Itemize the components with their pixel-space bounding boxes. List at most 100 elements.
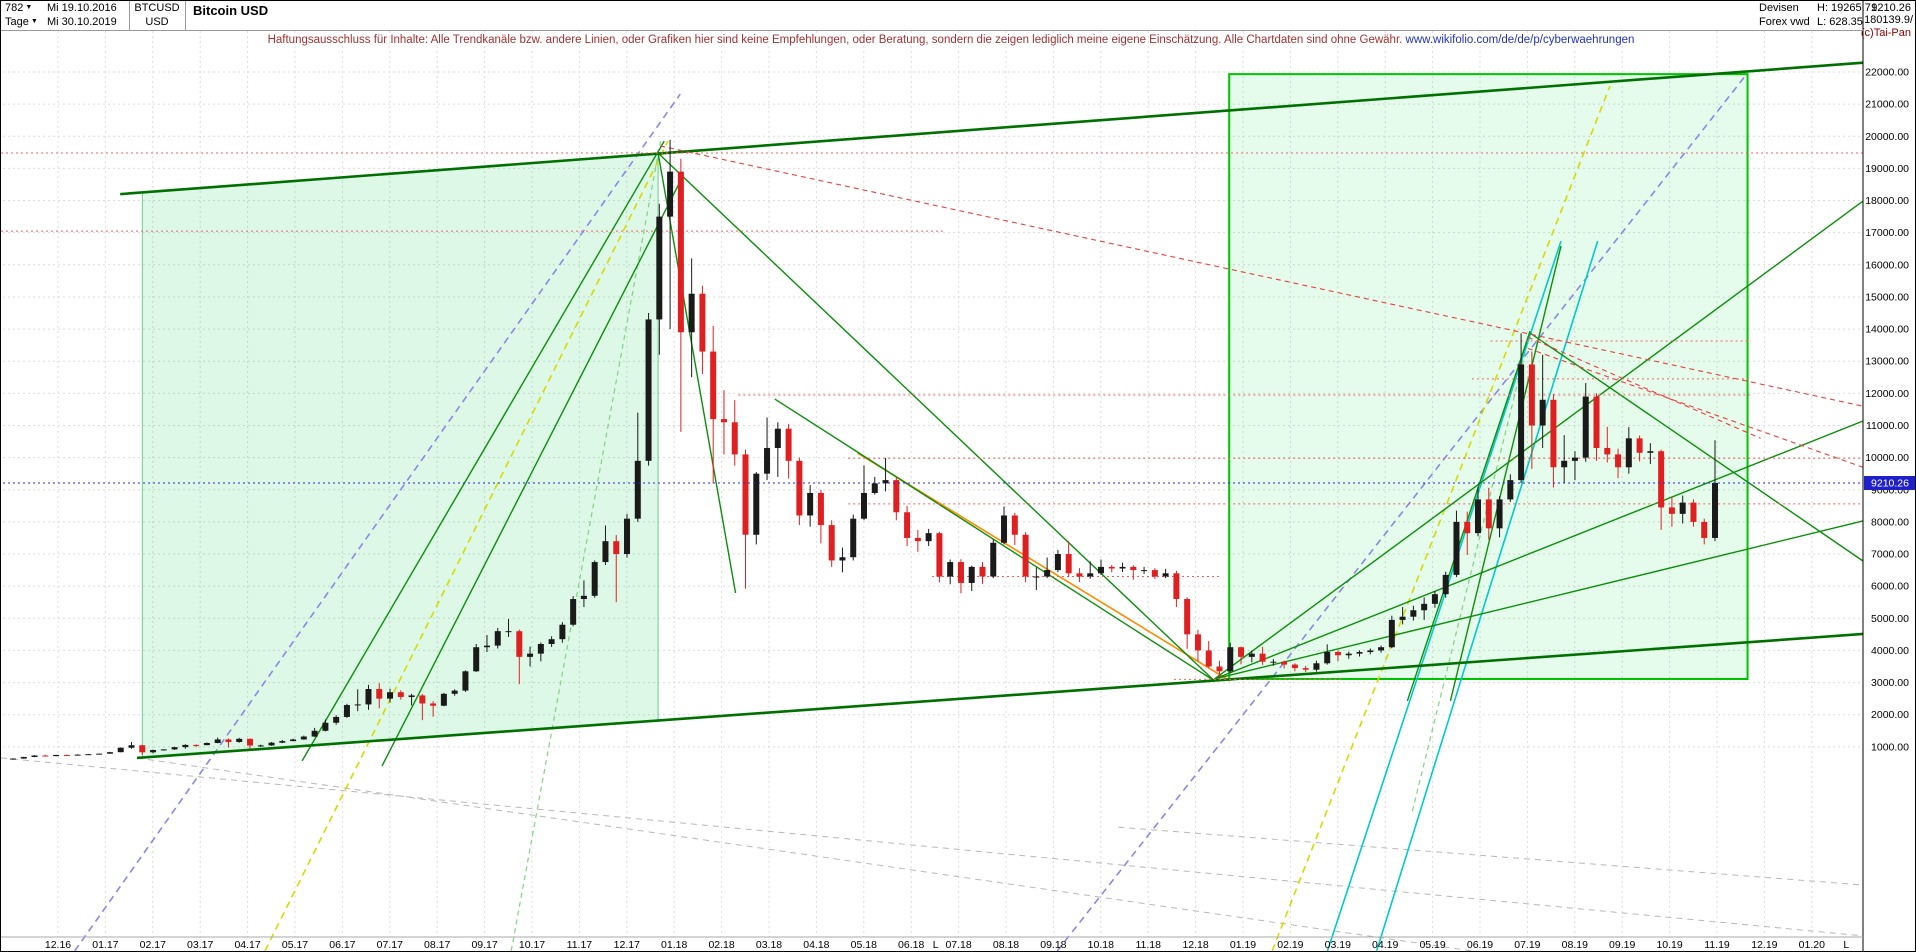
time-tick-label: 11.17 <box>567 939 593 951</box>
pitchfork-2017 <box>74 93 681 951</box>
candle-body <box>397 692 404 698</box>
candle-body <box>925 533 932 542</box>
candle-body <box>796 460 803 516</box>
candle-body <box>1151 570 1158 577</box>
candle-body <box>1205 650 1212 667</box>
candle-body <box>1593 396 1600 448</box>
candle-body <box>893 480 900 513</box>
candle-body <box>1130 566 1137 571</box>
price-tick-label: 21000.00 <box>1865 99 1909 111</box>
downtrend-2018 <box>774 398 1215 682</box>
candle-body <box>1087 573 1094 577</box>
candle-body <box>365 688 372 705</box>
rally-2017-a <box>301 140 665 762</box>
candle-body <box>602 541 609 563</box>
candle-body <box>473 647 480 672</box>
candle-body <box>1044 570 1051 577</box>
candle-body <box>624 518 631 555</box>
candle-body <box>63 754 70 756</box>
time-tick-label: 07.17 <box>377 939 403 951</box>
time-tick-label: 04.18 <box>803 939 829 951</box>
bars-count-dropdown[interactable]: 782 ▼ <box>5 2 32 14</box>
candle-body <box>580 595 587 600</box>
bars-count-value: 782 <box>5 2 24 14</box>
gridlines <box>3 31 1863 937</box>
time-tick-label: 10.19 <box>1656 939 1682 951</box>
upper-channel <box>120 61 1864 196</box>
right-box-shade <box>1228 73 1749 680</box>
candle-body <box>505 631 512 633</box>
candle-body <box>214 739 221 743</box>
time-tick-label: 01.18 <box>661 939 687 951</box>
cyan-b <box>1375 240 1599 951</box>
candle-body <box>419 695 426 704</box>
candle-body <box>720 419 727 423</box>
june-peak-descent <box>1529 332 1864 562</box>
symbol-code: BTCUSD <box>134 2 180 14</box>
price-tick-label: 15000.00 <box>1865 291 1909 303</box>
time-tick-label: 08.19 <box>1562 939 1588 951</box>
price-tick-label: 11000.00 <box>1866 420 1909 432</box>
pitchfork-2019 <box>1056 75 1746 951</box>
lg-2017 <box>510 141 662 951</box>
candle-body <box>1334 652 1341 656</box>
price-tick-label: 13000.00 <box>1865 356 1909 368</box>
candle-body <box>1291 664 1298 669</box>
price-tick-label: 20000.00 <box>1865 131 1909 143</box>
candle-body <box>31 755 38 757</box>
cyan-a <box>1326 240 1562 951</box>
candle-body <box>1625 438 1632 468</box>
candle-body <box>494 631 501 646</box>
disclaimer-text: Haftungsausschluss für Inhalte: Alle Tre… <box>267 34 1403 46</box>
candle-body <box>1431 594 1438 604</box>
symbol-currency: USD <box>145 16 169 28</box>
period-dropdown[interactable]: Tage ▼ <box>5 16 38 28</box>
candle-body <box>322 722 329 731</box>
candle-body <box>968 566 975 583</box>
candle-body <box>171 747 178 750</box>
candle-body <box>1001 515 1008 543</box>
date-from-field[interactable]: Mi 19.10.2016 <box>47 2 117 14</box>
time-tick-label: 03.19 <box>1325 939 1351 951</box>
candle-body <box>990 542 997 577</box>
time-tick-label: 11.18 <box>1135 939 1161 951</box>
candle-body <box>914 537 921 542</box>
price-tick-label: 2000.00 <box>1871 709 1909 721</box>
copyright-label: (c)Tai-Pan <box>1860 27 1911 39</box>
time-tick-label: 06.17 <box>329 939 355 951</box>
price-tick-label: 3000.00 <box>1871 677 1909 689</box>
gray-b <box>136 757 1473 951</box>
candle-body <box>10 758 16 760</box>
candle-body <box>1561 460 1568 468</box>
volume-value: 180139.9/ <box>1864 14 1913 26</box>
candle-body <box>117 747 124 753</box>
candle-body <box>160 749 167 751</box>
price-tick-label: 8000.00 <box>1871 516 1909 528</box>
candle-body <box>527 653 534 657</box>
candle-body <box>516 631 523 657</box>
event-marker-label: L <box>1843 939 1849 951</box>
fan-1 <box>1214 200 1864 680</box>
date-to-field[interactable]: Mi 30.10.2019 <box>47 16 117 28</box>
candle-body <box>1367 650 1374 653</box>
wikifolio-link[interactable]: www.wikifolio.com/de/de/p/cyberwaehrunge… <box>1405 34 1635 46</box>
candle-body <box>785 428 792 461</box>
candle-body <box>699 293 706 352</box>
last-price-badge <box>1864 476 1915 490</box>
candle-body <box>904 512 911 538</box>
candle-body <box>861 492 867 519</box>
candle-body <box>106 752 113 754</box>
candle-body <box>96 753 103 755</box>
candle-body <box>343 705 350 717</box>
candle-body <box>1011 515 1018 535</box>
chart-title: Bitcoin USD <box>193 3 269 18</box>
candle-body <box>1518 364 1525 481</box>
candle-body <box>203 742 210 746</box>
candle-body <box>1173 573 1180 600</box>
time-tick-label: 07.19 <box>1514 939 1540 951</box>
candle-body <box>139 745 146 753</box>
price-tick-label: 12000.00 <box>1865 388 1909 400</box>
candle-body <box>1162 573 1169 577</box>
